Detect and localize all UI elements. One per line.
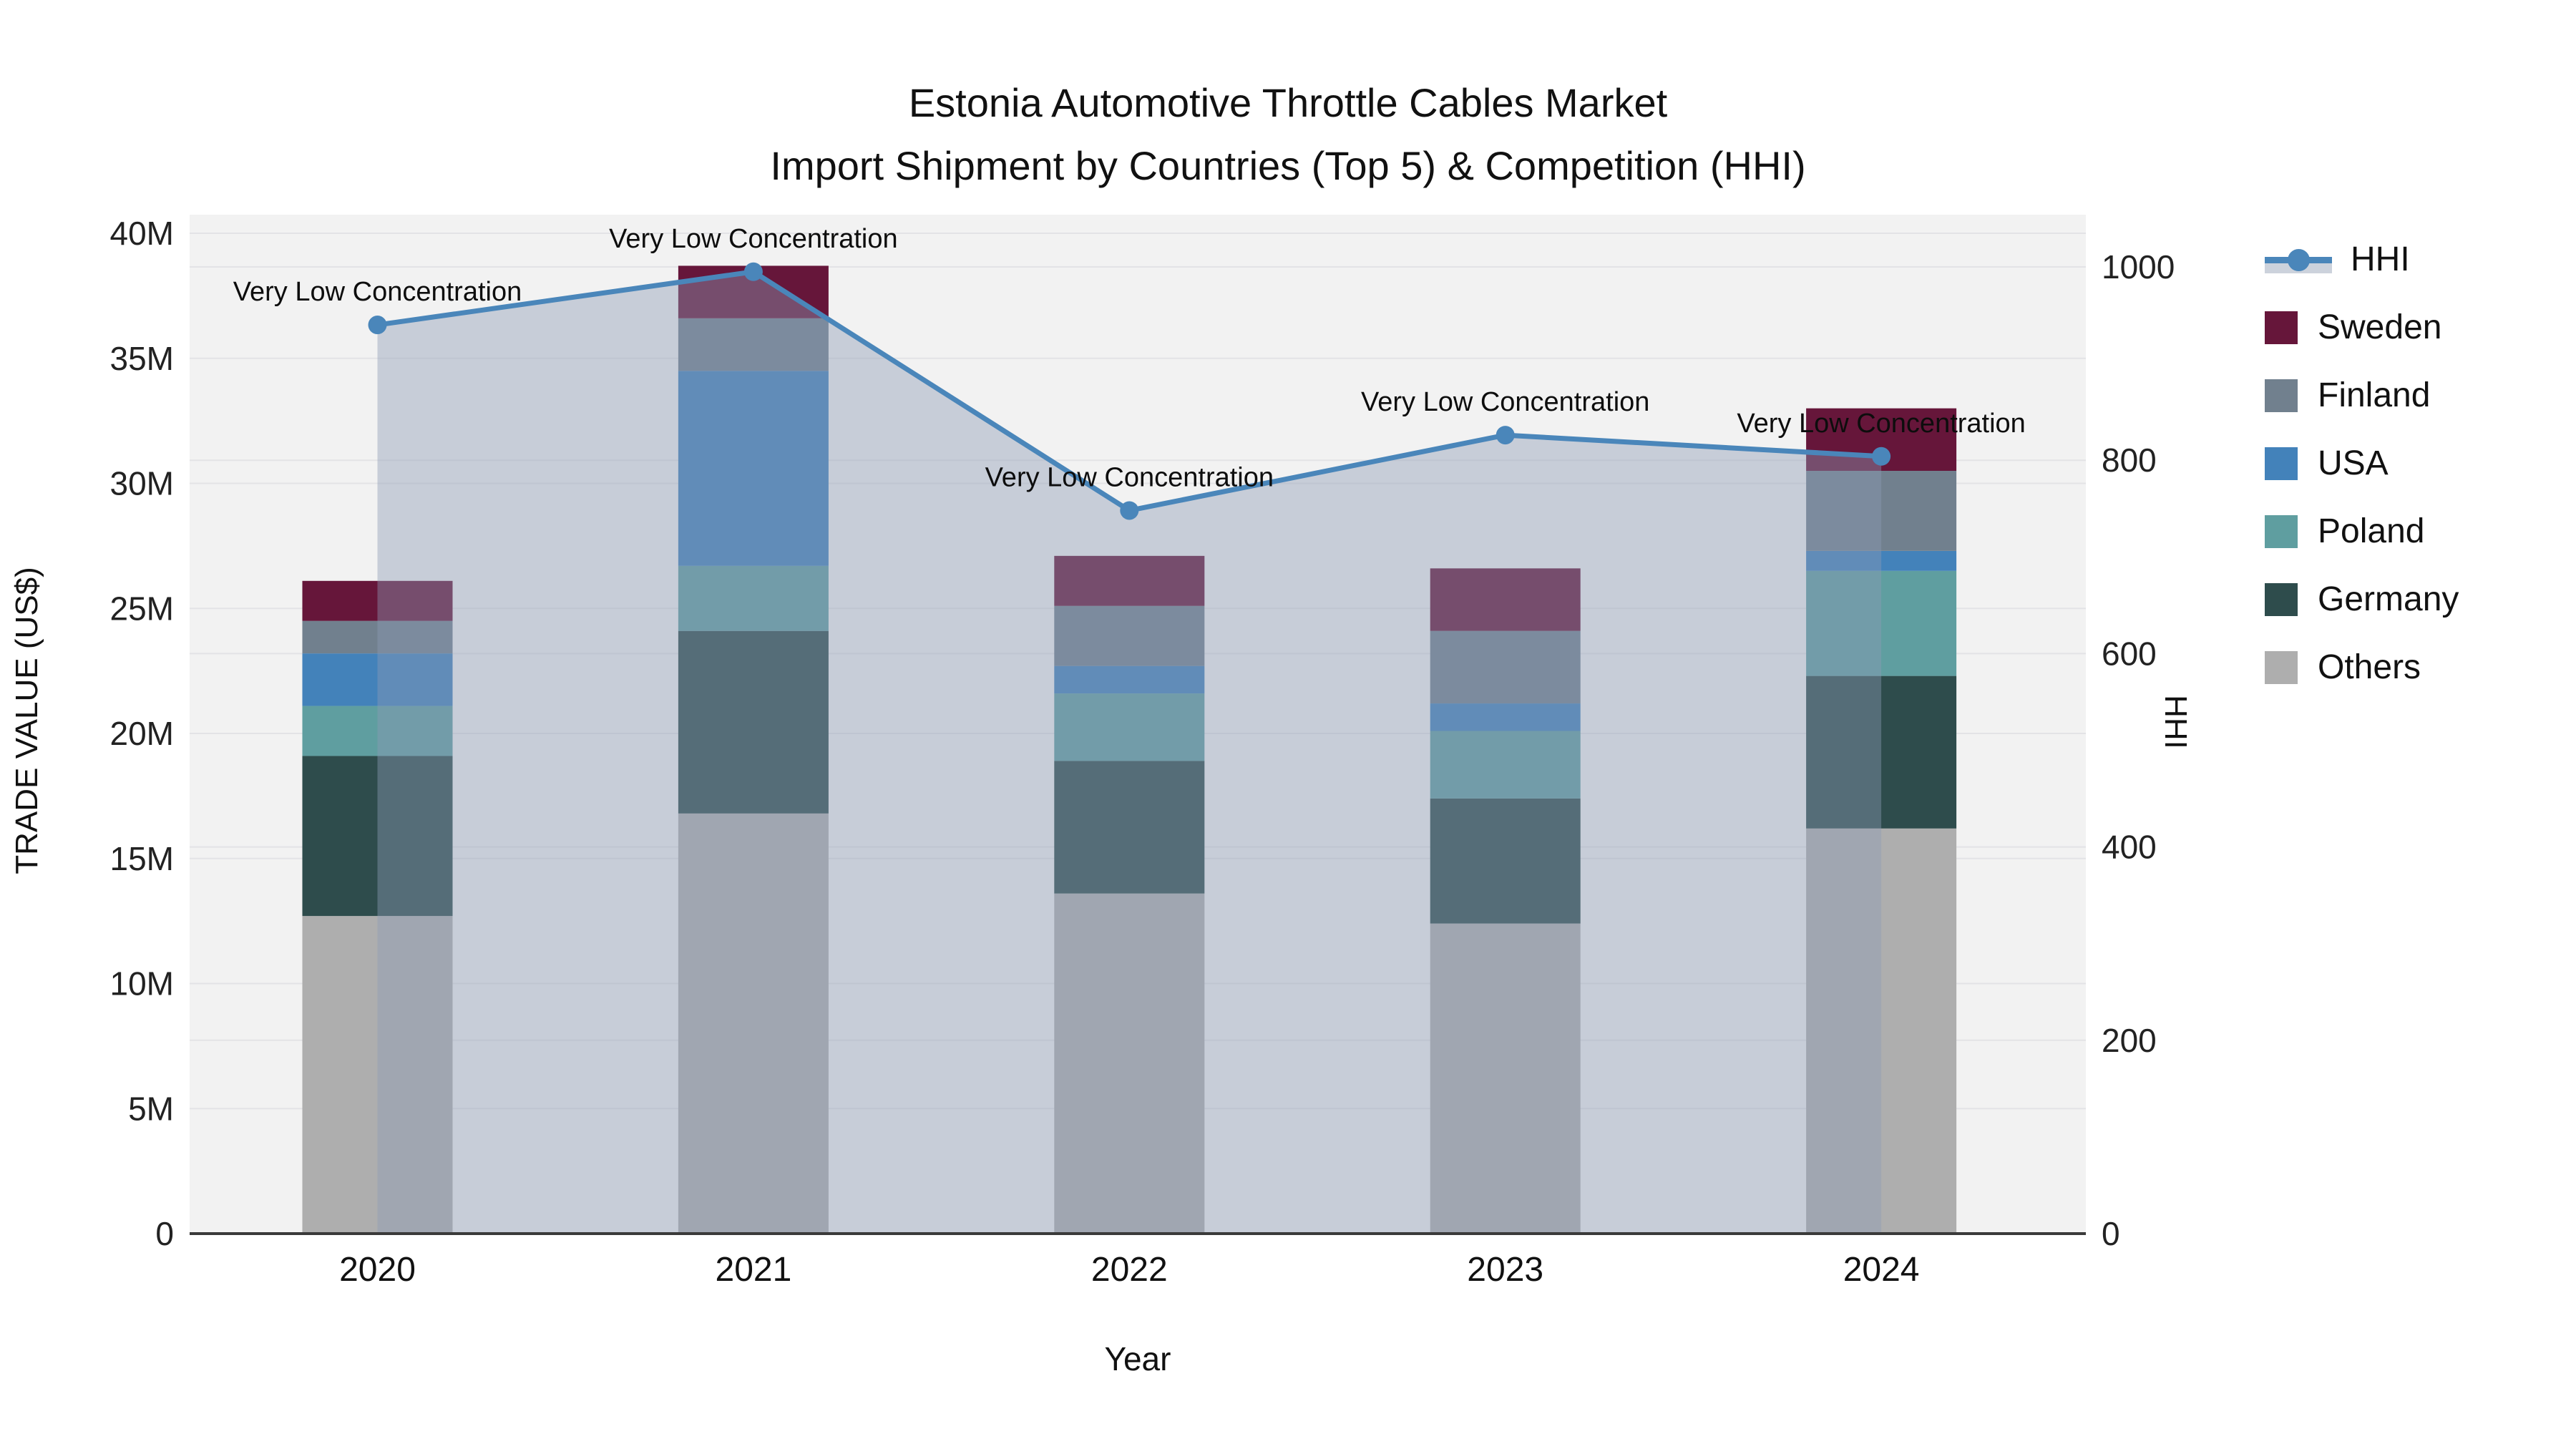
legend-label-usa: USA [2318, 444, 2389, 482]
bar-2020-finland[interactable] [302, 620, 453, 654]
legend-item-germany[interactable]: Germany [2265, 565, 2459, 633]
bar-2022-finland[interactable] [1054, 605, 1205, 666]
x-axis-title: Year [1104, 1340, 1171, 1377]
bar-2024-finland[interactable] [1806, 471, 1957, 551]
legend-label-poland: Poland [2318, 512, 2425, 550]
y-tick-left-35M: 35M [110, 340, 174, 377]
legend-label-sweden: Sweden [2318, 308, 2442, 346]
y-tick-left-40M: 40M [110, 215, 174, 252]
legend-swatch-usa [2265, 447, 2298, 480]
legend-swatch-others [2265, 650, 2298, 684]
bar-2023-germany[interactable] [1430, 798, 1581, 924]
legend-swatch-germany [2265, 582, 2298, 616]
bar-2020-poland[interactable] [302, 706, 453, 756]
bar-2020-germany[interactable] [302, 756, 453, 917]
chart-title-line1: Estonia Automotive Throttle Cables Marke… [908, 80, 1668, 125]
hhi-point-2023[interactable] [1496, 426, 1515, 445]
legend-item-others[interactable]: Others [2265, 633, 2459, 701]
bar-2024-others[interactable] [1806, 828, 1957, 1234]
x-tick-2023: 2023 [1467, 1251, 1543, 1289]
legend-label-hhi: HHI [2351, 240, 2410, 278]
y-tick-left-5M: 5M [128, 1090, 174, 1127]
bar-2022-others[interactable] [1054, 893, 1205, 1234]
bar-2023-poland[interactable] [1430, 731, 1581, 799]
legend-label-germany: Germany [2318, 580, 2459, 618]
legend-label-finland: Finland [2318, 376, 2431, 414]
hhi-point-2020[interactable] [368, 316, 387, 335]
legend-item-hhi[interactable]: HHI [2265, 225, 2459, 293]
y-tick-right-800: 800 [2102, 441, 2157, 479]
hhi-line-sample-icon [2265, 243, 2332, 276]
y-tick-left-0: 0 [155, 1215, 174, 1252]
y-tick-left-10M: 10M [110, 965, 174, 1002]
x-tick-2024: 2024 [1843, 1251, 1920, 1289]
bar-2021-germany[interactable] [678, 630, 829, 814]
bar-2022-germany[interactable] [1054, 761, 1205, 894]
legend: HHI Sweden Finland USA Poland Germany Others [2265, 225, 2459, 701]
bar-2023-sweden[interactable] [1430, 568, 1581, 631]
chart-title-line2: Import Shipment by Countries (Top 5) & C… [770, 143, 1806, 188]
y-tick-left-20M: 20M [110, 715, 174, 752]
legend-item-usa[interactable]: USA [2265, 429, 2459, 497]
legend-swatch-finland [2265, 379, 2298, 412]
x-tick-2021: 2021 [716, 1251, 792, 1289]
bar-2023-usa[interactable] [1430, 703, 1581, 731]
hhi-point-2021[interactable] [743, 262, 763, 281]
annotation-2022: Very Low Concentration [985, 462, 1274, 492]
legend-swatch-sweden [2265, 311, 2298, 344]
bar-2022-sweden[interactable] [1054, 555, 1205, 606]
y-tick-right-400: 400 [2102, 829, 2157, 866]
legend-item-finland[interactable]: Finland [2265, 361, 2459, 429]
legend-label-others: Others [2318, 648, 2421, 686]
y-tick-left-15M: 15M [110, 840, 174, 877]
bar-2022-usa[interactable] [1054, 665, 1205, 694]
y-axis-title-right: HHI [2158, 695, 2193, 749]
annotation-2024: Very Low Concentration [1737, 409, 2025, 439]
y-tick-right-1000: 1000 [2102, 248, 2175, 286]
y-axis-title-left: TRADE VALUE (US$) [9, 567, 44, 874]
y-tick-right-600: 600 [2102, 635, 2157, 672]
bar-2020-usa[interactable] [302, 653, 453, 706]
bar-2024-germany[interactable] [1806, 675, 1957, 829]
bar-2020-others[interactable] [302, 916, 453, 1234]
bar-2023-finland[interactable] [1430, 630, 1581, 704]
y-tick-left-25M: 25M [110, 590, 174, 627]
legend-item-poland[interactable]: Poland [2265, 497, 2459, 565]
bar-2021-finland[interactable] [678, 318, 829, 371]
x-tick-2020: 2020 [339, 1251, 416, 1289]
bar-2021-usa[interactable] [678, 371, 829, 566]
bar-2020-sweden[interactable] [302, 580, 453, 621]
annotation-2023: Very Low Concentration [1361, 387, 1649, 417]
y-tick-left-30M: 30M [110, 465, 174, 502]
y-tick-right-200: 200 [2102, 1022, 2157, 1059]
y-tick-right-0: 0 [2102, 1215, 2120, 1252]
x-tick-2022: 2022 [1091, 1251, 1168, 1289]
bar-2021-poland[interactable] [678, 565, 829, 631]
hhi-point-2022[interactable] [1120, 501, 1139, 520]
bar-2024-poland[interactable] [1806, 570, 1957, 676]
hhi-point-2024[interactable] [1872, 447, 1891, 466]
legend-swatch-poland [2265, 514, 2298, 548]
bar-2022-poland[interactable] [1054, 693, 1205, 761]
bar-2021-others[interactable] [678, 813, 829, 1234]
bar-2023-others[interactable] [1430, 923, 1581, 1234]
annotation-2020: Very Low Concentration [233, 277, 522, 307]
annotation-2021: Very Low Concentration [609, 224, 897, 254]
hhi-area [377, 271, 1882, 1234]
chart-title: Estonia Automotive Throttle Cables Marke… [0, 72, 2576, 197]
legend-item-sweden[interactable]: Sweden [2265, 293, 2459, 361]
bar-2024-usa[interactable] [1806, 550, 1957, 571]
